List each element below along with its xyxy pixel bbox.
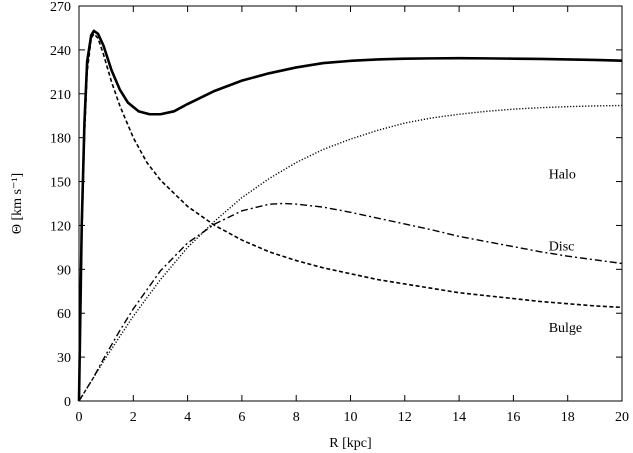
series-line-bulge — [78, 33, 623, 402]
y-tick-label-6: 180 — [50, 132, 71, 147]
y-axis-label: Θ [km s⁻¹] — [10, 173, 25, 234]
y-tick-label-8: 240 — [50, 44, 71, 59]
series-line-total — [77, 29, 623, 402]
x-tick-label-7: 14 — [452, 410, 466, 425]
tick-labels: 0 2 4 6 8 10 12 14 16 18 20 0 30 60 90 120 150 180 210 240 2… — [50, 0, 629, 425]
plot-area — [78, 5, 623, 402]
series-labels: Halo Disc Bulge — [549, 168, 582, 337]
x-tick-label-2: 4 — [184, 410, 191, 425]
x-tick-label-5: 10 — [344, 410, 358, 425]
x-tick-label-1: 2 — [130, 410, 137, 425]
x-tick-label-10: 20 — [615, 410, 629, 425]
y-tick-label-2: 60 — [57, 307, 71, 322]
y-tick-label-1: 30 — [57, 351, 71, 366]
y-tick-label-5: 150 — [50, 176, 71, 191]
x-tick-label-0: 0 — [76, 410, 83, 425]
y-tick-label-3: 90 — [57, 263, 71, 278]
x-tick-label-6: 12 — [398, 410, 412, 425]
y-tick-label-7: 210 — [50, 88, 71, 103]
x-tick-label-9: 18 — [561, 410, 575, 425]
series-line-halo — [78, 104, 623, 402]
series-label-halo: Halo — [549, 168, 576, 183]
plot-frame — [78, 5, 623, 402]
y-tick-label-9: 270 — [50, 0, 71, 15]
series-label-disc: Disc — [549, 239, 575, 254]
x-tick-label-4: 8 — [293, 410, 300, 425]
x-tick-label-8: 16 — [506, 410, 520, 425]
y-tick-label-0: 0 — [64, 395, 71, 410]
series-label-bulge: Bulge — [549, 321, 582, 336]
y-tick-label-4: 120 — [50, 219, 71, 234]
series-lines — [77, 29, 623, 402]
x-tick-label-3: 6 — [238, 410, 245, 425]
axis-ticks — [78, 5, 623, 402]
x-axis-label: R [kpc] — [329, 436, 371, 451]
